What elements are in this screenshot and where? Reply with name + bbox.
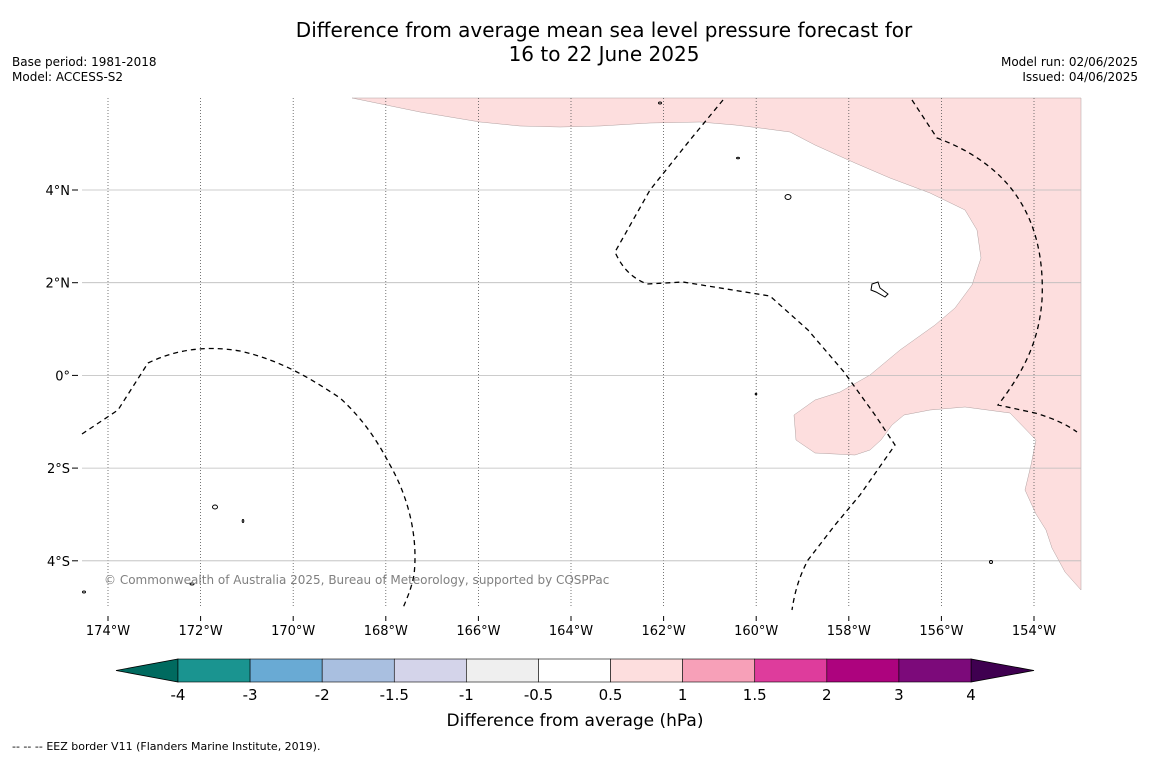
lon-label: 166°W	[456, 624, 500, 639]
lon-label: 154°W	[1012, 624, 1056, 639]
colorbar-tick-label: -0.5	[524, 686, 553, 704]
colorbar-tick-label: 2	[822, 686, 832, 704]
colorbar-tick-label: 3	[894, 686, 904, 704]
title-line-2: 16 to 22 June 2025	[508, 42, 700, 66]
longitude-labels: 174°W 172°W 170°W 168°W 166°W 164°W 162°W 160°W…	[86, 616, 1056, 639]
model-run: Model run: 02/06/2025	[1000, 55, 1138, 69]
colorbar: -4 -3 -2 -1.5 -1 -0.5 0.5 1 1.5 2 3 4	[115, 658, 1035, 704]
colorbar-tick-label: -2	[315, 686, 330, 704]
meta-left: Base period: 1981-2018 Model: ACCESS-S2	[12, 55, 157, 85]
lon-label: 162°W	[642, 624, 686, 639]
copyright-text: © Commonwealth of Australia 2025, Bureau…	[104, 573, 609, 587]
colorbar-under-arrow	[115, 658, 179, 683]
colorbar-segment	[466, 658, 539, 683]
lat-label: 4°S	[47, 555, 70, 570]
base-period: Base period: 1981-2018	[12, 55, 157, 69]
colorbar-over-arrow	[970, 658, 1035, 683]
colorbar-segment	[538, 658, 611, 683]
colorbar-tick-label: -1	[459, 686, 474, 704]
lon-label: 156°W	[919, 624, 963, 639]
island-9	[989, 560, 993, 564]
colorbar-tick-label: 1	[678, 686, 688, 704]
colorbar-segment	[682, 658, 756, 683]
colorbar-segment	[249, 658, 323, 683]
colorbar-tick-label: 1.5	[743, 686, 767, 704]
colorbar-tick-label: -1.5	[380, 686, 409, 704]
map-area: © Commonwealth of Australia 2025, Bureau…	[81, 97, 1082, 611]
eez-borders	[81, 99, 1078, 611]
island-8	[82, 590, 86, 594]
meta-right: Model run: 02/06/2025 Issued: 04/06/2025	[1001, 55, 1138, 85]
map-title: Difference from average mean sea level p…	[0, 18, 1150, 66]
island-6	[241, 519, 245, 523]
eez-border-west	[81, 347, 416, 609]
lat-label: 2°N	[46, 277, 71, 292]
lon-label: 168°W	[364, 624, 408, 639]
longitude-gridlines	[107, 98, 1035, 608]
colorbar-tick-label: -3	[243, 686, 258, 704]
lon-label: 172°W	[179, 624, 223, 639]
issued-date: Issued: 04/06/2025	[1022, 70, 1138, 84]
colorbar-tick-label: -4	[171, 686, 186, 704]
island-4	[870, 281, 889, 298]
island-10	[754, 392, 758, 396]
colorbar-segment	[610, 658, 683, 683]
colorbar-segment	[393, 658, 467, 683]
lon-label: 160°W	[734, 624, 778, 639]
island-3	[784, 194, 792, 200]
colorbar-segment	[321, 658, 395, 683]
model-name: Model: ACCESS-S2	[12, 70, 124, 84]
colorbar-tick-label: 0.5	[599, 686, 623, 704]
colorbar-label: Difference from average (hPa)	[447, 711, 704, 731]
lon-label: 170°W	[271, 624, 315, 639]
island-2	[736, 156, 740, 160]
lat-label: 0°	[55, 369, 70, 384]
eez-legend-symbol: -- -- --	[12, 740, 43, 753]
island-1	[658, 101, 662, 105]
island-7	[189, 582, 195, 586]
anomaly-region	[351, 97, 1082, 591]
latitude-labels: 4°N 2°N 0° 2°S 4°S	[46, 184, 78, 570]
footer-legend: -- -- -- EEZ border V11 (Flanders Marine…	[12, 740, 320, 753]
lat-label: 4°N	[46, 184, 71, 199]
lat-label: 2°S	[47, 462, 70, 477]
colorbar-tick-label: 4	[966, 686, 976, 704]
lon-label: 164°W	[549, 624, 593, 639]
latitude-gridlines	[82, 189, 1081, 562]
title-line-1: Difference from average mean sea level p…	[295, 18, 913, 42]
lon-label: 158°W	[827, 624, 871, 639]
colorbar-segment	[754, 658, 828, 683]
colorbar-segment	[826, 658, 900, 683]
island-5	[212, 504, 218, 510]
colorbar-segment	[898, 658, 972, 683]
colorbar-segment	[177, 658, 251, 683]
islands	[82, 101, 993, 594]
eez-legend-text: EEZ border V11 (Flanders Marine Institut…	[46, 740, 321, 753]
eez-border-central	[614, 99, 896, 611]
lon-label: 174°W	[86, 624, 130, 639]
